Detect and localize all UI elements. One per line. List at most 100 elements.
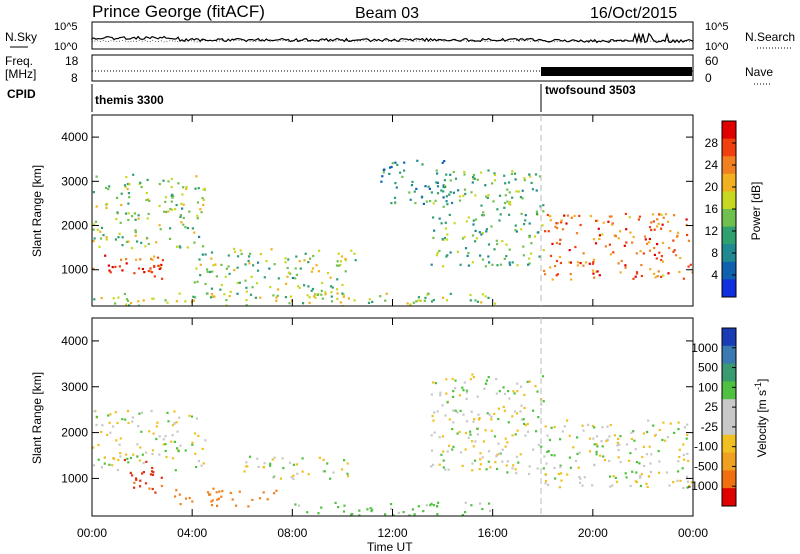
echo-cell [669,422,672,425]
echo-cell [479,502,482,505]
echo-cell [449,173,452,176]
echo-cell [471,373,474,376]
echo-cell [221,490,224,493]
echo-cell [270,248,273,251]
echo-cell [403,169,406,172]
echo-cell [462,389,465,392]
echo-cell [389,166,392,169]
echo-cell [227,265,230,268]
echo-cell [504,194,507,197]
echo-cell [520,404,523,407]
echo-cell [160,476,163,479]
echo-cell [137,304,141,306]
echo-cell [119,455,122,458]
colorbar-tick-label: 20 [705,180,719,194]
echo-cell [133,272,136,275]
nsky-tick-top: 10^5 [54,21,78,33]
echo-cell [440,222,443,225]
echo-cell [543,269,546,272]
echo-cell [191,441,194,444]
echo-cell [493,172,496,175]
echo-cell [169,227,172,230]
echo-cell [658,251,661,254]
echo-cell [524,424,527,427]
echo-cell [321,281,324,285]
echo-cell [277,288,280,291]
echo-cell [503,257,506,260]
echo-cell [435,181,438,184]
echo-cell [554,225,557,228]
echo-cell [477,413,480,416]
echo-cell [390,507,393,510]
echo-cell [390,503,393,506]
colorbar-segment [722,138,736,157]
echo-cell [682,487,685,490]
echo-cell [522,254,525,257]
echo-cell [474,218,478,221]
echo-cell [284,296,287,299]
echo-cell [616,441,619,444]
echo-cell [536,467,539,470]
echo-cell [126,188,129,191]
echo-cell [186,227,189,230]
echo-cell [444,468,447,471]
echo-cell [100,466,103,469]
echo-cell [509,200,512,204]
echo-cell [619,230,622,233]
echo-cell [224,275,227,278]
echo-cell [95,423,98,427]
echo-cell [149,473,152,476]
echo-cell [554,265,557,268]
echo-cell [646,485,649,488]
echo-cell [480,171,483,174]
nsearch-tick-top: 10^5 [705,21,729,33]
echo-cell [487,169,490,172]
echo-cell [440,189,443,192]
echo-cell [643,235,647,238]
nsky-panel-frame [91,21,694,50]
echo-cell [256,269,260,272]
echo-cell [417,505,420,508]
echo-cell [656,225,659,228]
echo-cell [495,378,498,381]
echo-cell [115,218,118,221]
echo-cell [686,433,689,437]
echo-cell [553,454,556,457]
echo-cell [514,178,517,181]
nave-block [541,67,692,76]
echo-cell [295,255,298,258]
echo-cell [517,461,520,464]
echo-cell [442,196,445,199]
colorbar-segment [722,363,736,382]
echo-cell [92,267,95,270]
echo-cell [112,457,115,460]
echo-cell [501,240,504,243]
echo-cell [255,282,259,285]
echo-cell [448,213,451,216]
echo-cell [592,238,596,241]
echo-cell [281,457,284,460]
echo-cell [277,277,280,280]
echo-cell [188,210,191,213]
echo-cell [132,453,135,456]
colorbar-segment [722,328,736,347]
echo-cell [116,421,119,425]
echo-cell [473,459,477,462]
echo-cell [329,285,333,288]
echo-cell [116,196,119,199]
echo-cell [582,264,585,267]
echo-cell [433,411,436,414]
echo-cell [544,230,547,233]
echo-cell [642,432,645,435]
echo-cell [476,300,479,303]
echo-cell [330,291,333,294]
echo-cell [528,236,531,239]
echo-cell [466,254,469,257]
echo-cell [199,208,202,211]
echo-cell [510,172,513,176]
echo-cell [511,467,514,470]
echo-cell [635,471,638,474]
echo-cell [184,449,187,452]
echo-cell [194,296,197,299]
echo-cell [514,224,517,227]
